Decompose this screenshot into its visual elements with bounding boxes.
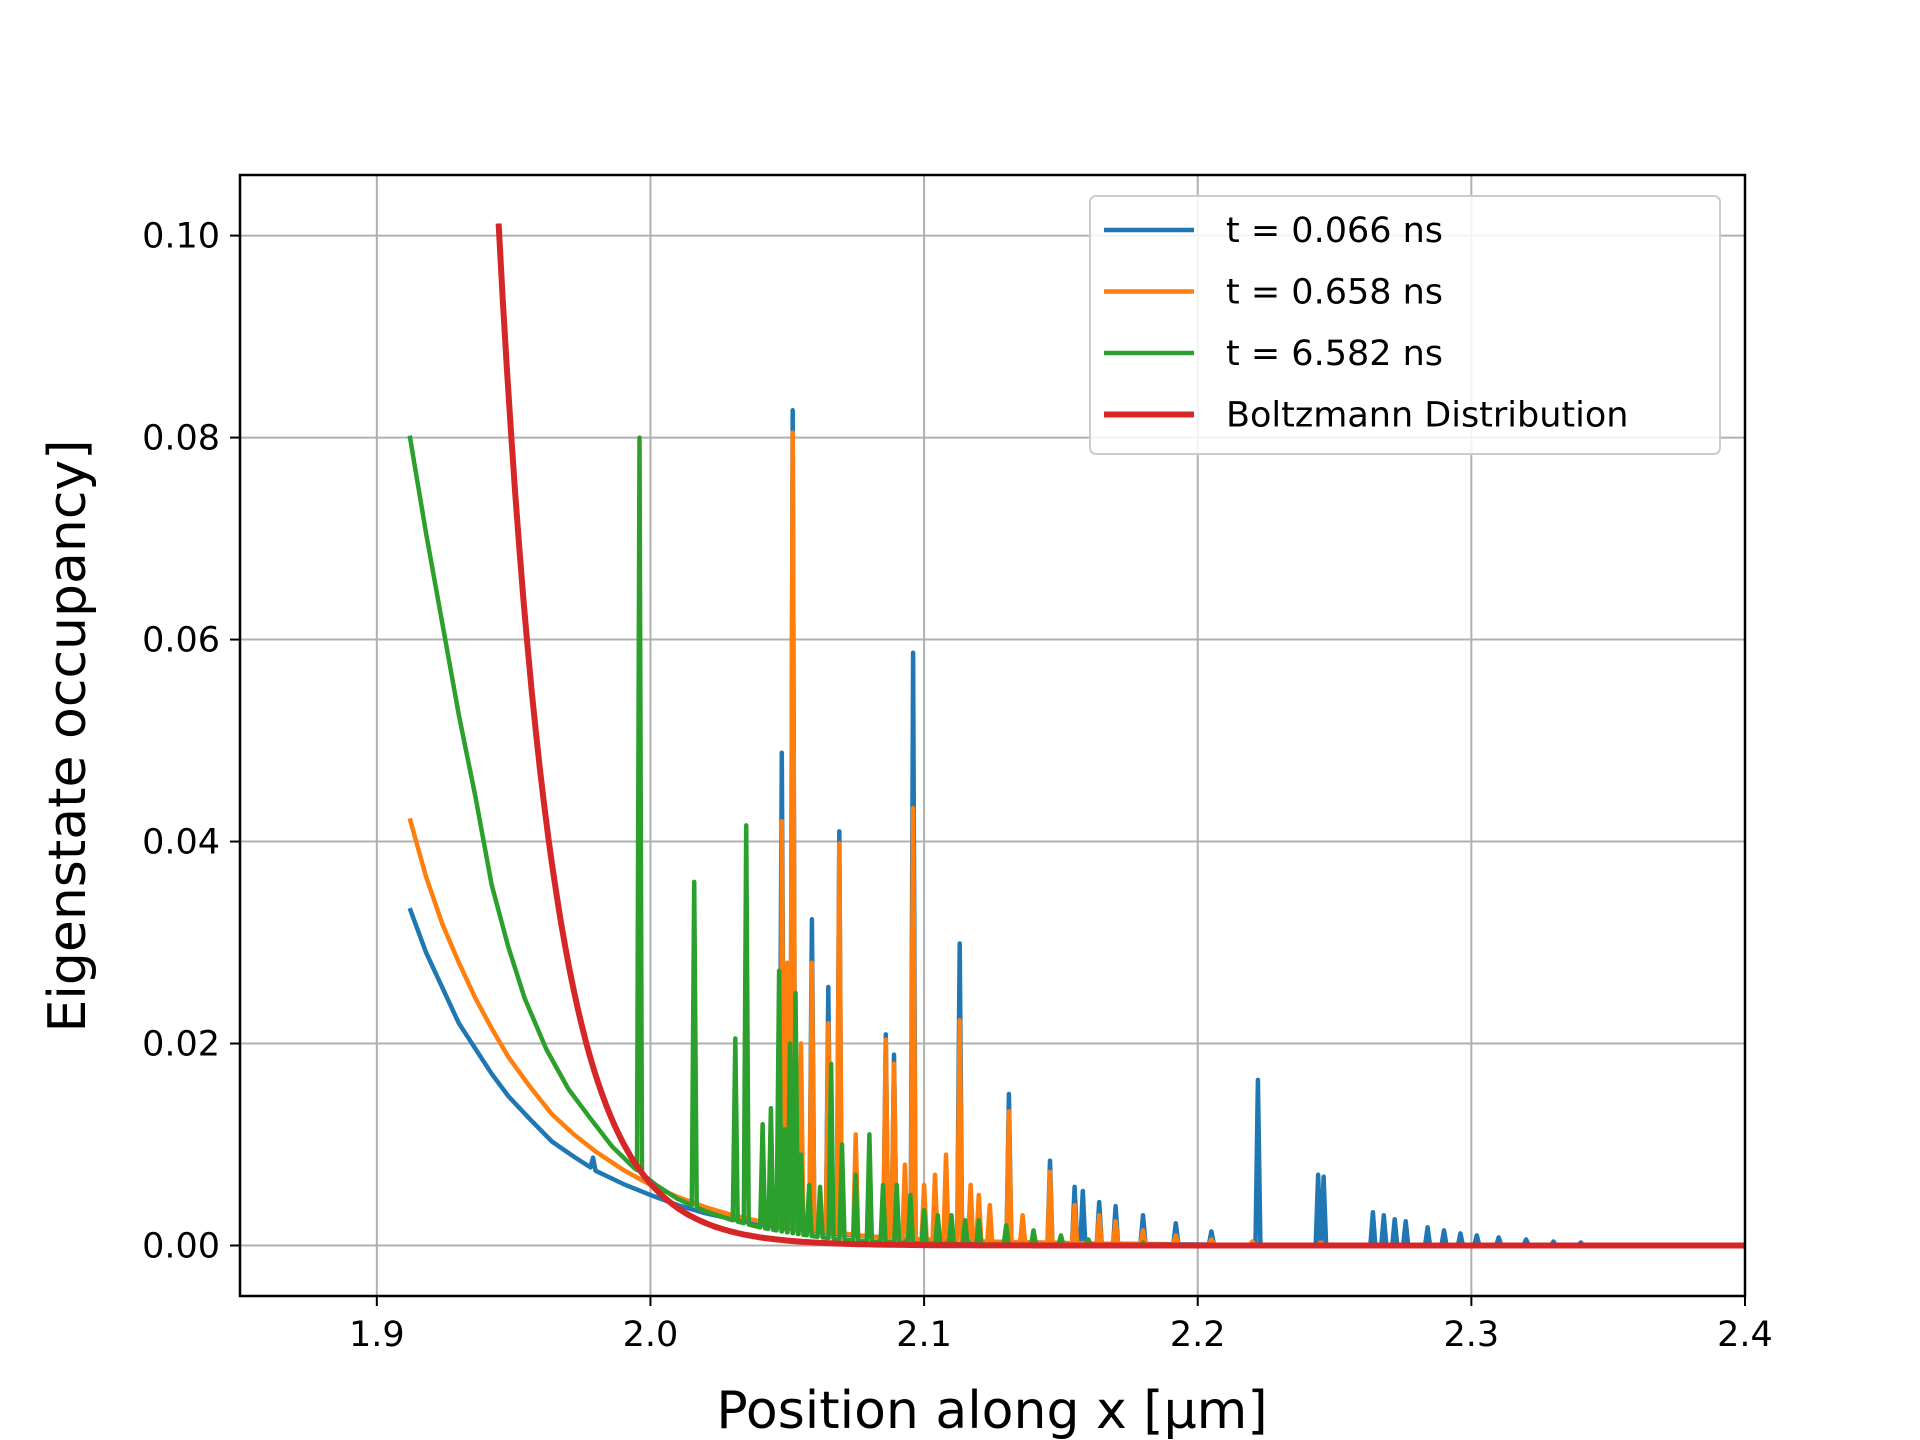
x-tick-label: 2.4 xyxy=(1717,1315,1773,1355)
x-axis-label: Position along x [μm] xyxy=(716,1381,1267,1440)
y-tick-label: 0.08 xyxy=(142,419,220,459)
x-tick-label: 2.2 xyxy=(1170,1315,1226,1355)
y-axis-label: Eigenstate occupancy] xyxy=(38,440,98,1033)
y-tick-label: 0.06 xyxy=(142,621,220,661)
x-tick-label: 2.1 xyxy=(896,1315,952,1355)
legend-label: t = 0.658 ns xyxy=(1226,273,1443,313)
series-line-3 xyxy=(495,223,1745,1249)
x-tick-label: 1.9 xyxy=(349,1315,405,1355)
legend-box xyxy=(1089,195,1721,455)
x-tick-label: 2.0 xyxy=(623,1315,679,1355)
legend-label: Boltzmann Distribution xyxy=(1226,396,1628,436)
y-tick-label: 0.02 xyxy=(142,1025,220,1065)
axes-frame xyxy=(238,173,1747,1298)
legend-label: t = 0.066 ns xyxy=(1226,211,1443,251)
y-tick-label: 0.04 xyxy=(142,823,220,863)
plot-area xyxy=(407,223,1746,1249)
legend-label: t = 6.582 ns xyxy=(1226,334,1443,374)
axis-ticks: 1.9 2.0 2.1 2.2 2.3 2.4 0.00 0.02 0.04 0.06 0.08 0.… xyxy=(142,217,1773,1355)
y-tick-label: 0.00 xyxy=(142,1227,220,1267)
x-tick-label: 2.3 xyxy=(1444,1315,1500,1355)
legend: t = 0.066 ns t = 0.658 ns t = 6.582 ns Bolt… xyxy=(1089,195,1721,455)
y-tick-label: 0.10 xyxy=(142,217,220,257)
